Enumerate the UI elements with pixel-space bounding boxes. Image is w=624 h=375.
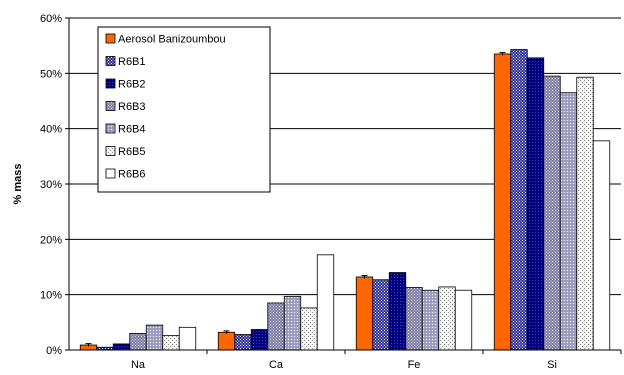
bar-r6b5-fe xyxy=(438,286,456,351)
legend-box xyxy=(97,26,271,193)
y-axis-ticks: 0% 10% 20% 30% 40% 50% 60% xyxy=(40,13,69,357)
bar-r6b1-ca xyxy=(234,334,252,351)
legend-swatch-r6b5 xyxy=(105,146,116,156)
x-axis-ticks: Na Ca Fe Si xyxy=(131,350,622,371)
legend-label: Aerosol Banizoumbou xyxy=(118,34,226,46)
y-tick-label: 0% xyxy=(46,345,62,357)
bar-r6b6-si xyxy=(592,140,611,351)
y-tick-label: 20% xyxy=(40,234,62,246)
x-tick-label-ca: Ca xyxy=(269,359,284,371)
x-tick-label-na: Na xyxy=(131,359,146,371)
legend-swatch-r6b2 xyxy=(105,78,116,89)
legend-swatch-r6b3 xyxy=(105,101,116,111)
y-tick-label: 30% xyxy=(40,179,62,191)
legend-label: R6B5 xyxy=(118,146,146,158)
y-tick-label: 50% xyxy=(40,68,62,80)
bar-r6b5-si xyxy=(576,76,594,351)
bar-r6b3-si xyxy=(543,75,561,351)
bar-aerosol-banizoumbou-ca xyxy=(217,331,236,351)
bar-r6b3-na xyxy=(129,332,147,351)
bar-r6b4-na xyxy=(145,324,164,351)
bar-aerosol-banizoumbou-si xyxy=(493,53,512,351)
bars xyxy=(79,49,611,351)
bar-r6b5-ca xyxy=(300,307,318,351)
legend-swatch-r6b6 xyxy=(105,168,116,179)
bar-r6b4-si xyxy=(559,92,578,351)
bar-r6b5-na xyxy=(162,335,180,351)
error-bars xyxy=(85,52,506,347)
legend-label: R6B4 xyxy=(118,124,146,136)
x-tick-label-fe: Fe xyxy=(408,359,421,371)
bar-r6b3-ca xyxy=(267,302,285,351)
bar-r6b4-ca xyxy=(283,295,302,351)
bar-aerosol-banizoumbou-fe xyxy=(355,276,374,351)
y-tick-label: 60% xyxy=(40,13,62,25)
legend-swatch-aerosol-banizoumbou xyxy=(105,33,116,44)
legend-label: R6B3 xyxy=(118,101,146,113)
y-axis-title: % mass xyxy=(12,164,24,205)
bar-r6b2-fe xyxy=(388,272,407,351)
legend-label: R6B6 xyxy=(118,169,146,181)
bar-r6b4-fe xyxy=(421,289,440,351)
bar-r6b2-ca xyxy=(250,329,269,351)
legend-swatch-r6b4 xyxy=(105,123,116,134)
bar-r6b6-fe xyxy=(454,289,473,351)
y-tick-label: 40% xyxy=(40,124,62,136)
bar-r6b1-si xyxy=(510,49,528,351)
bar-r6b6-ca xyxy=(316,254,335,351)
bar-r6b2-na xyxy=(112,343,131,351)
bar-r6b6-na xyxy=(178,326,197,351)
legend-swatch-r6b1 xyxy=(105,56,116,66)
legend: Aerosol Banizoumbou R6B1 R6B2 R6B3 R6B4 R6B5 R… xyxy=(97,26,271,193)
bar-r6b1-fe xyxy=(372,279,390,351)
y-tick-label: 10% xyxy=(40,290,62,302)
legend-label: R6B1 xyxy=(118,56,146,68)
bar-r6b2-si xyxy=(526,57,545,351)
bar-r6b3-fe xyxy=(405,287,423,351)
legend-label: R6B2 xyxy=(118,79,146,91)
x-tick-label-si: Si xyxy=(547,359,557,371)
